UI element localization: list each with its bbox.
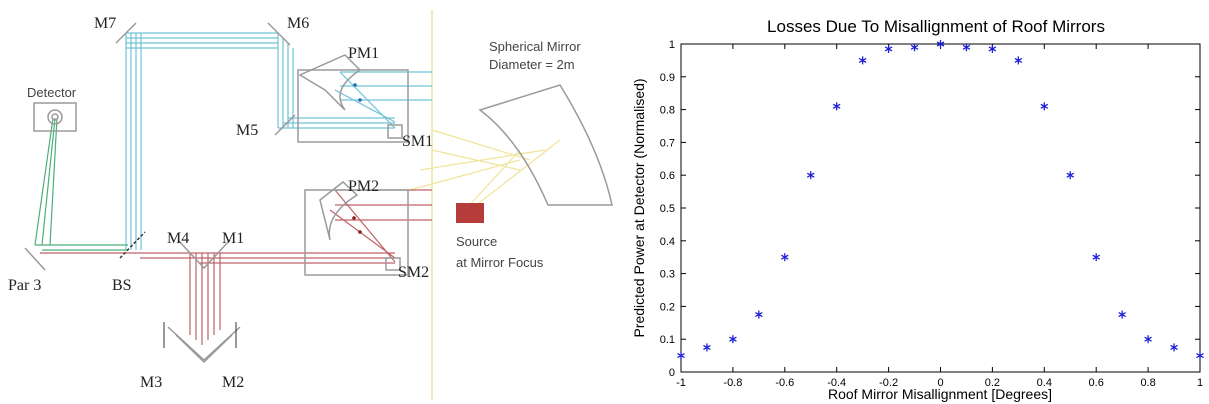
- y-tick-label: 0.4: [660, 236, 675, 248]
- y-axis-label: Predicted Power at Detector (Normalised): [631, 78, 647, 337]
- label-sm2: SM2: [398, 264, 429, 281]
- optical-setup-diagram: M7 M6 PM1 M5 SM1 PM2 SM2 M4 M1 M3 M2 Par…: [8, 10, 613, 400]
- alignment-arrows: [163, 322, 237, 348]
- data-point: [962, 43, 971, 52]
- label-source-line1: Source: [456, 234, 497, 249]
- data-point: [780, 253, 789, 262]
- data-points: [677, 40, 1204, 360]
- data-point: [703, 343, 711, 352]
- detector-lens: [47, 109, 63, 125]
- data-point: [884, 44, 893, 53]
- green-beams: [34, 117, 128, 251]
- y-tick-label: 0.1: [660, 334, 675, 346]
- data-point: [832, 102, 841, 111]
- data-point: [936, 40, 945, 48]
- red-beams: [40, 189, 432, 345]
- chart-title: Losses Due To Misallignment of Roof Mirr…: [767, 17, 1105, 36]
- y-tick-label: 1: [669, 39, 675, 51]
- mirror-m7: [115, 22, 137, 44]
- mirror-m3-m2-inner: [175, 334, 233, 364]
- label-bs: BS: [112, 277, 132, 294]
- data-point: [1144, 335, 1152, 344]
- y-tick-label: 0.7: [660, 137, 675, 149]
- mirror-m5: [274, 114, 296, 136]
- data-point: [1118, 310, 1126, 319]
- label-pm2: PM2: [348, 178, 379, 195]
- data-point: [1040, 102, 1049, 111]
- x-tick-label: 0.6: [1089, 377, 1104, 389]
- plot-frame: [680, 43, 1201, 373]
- focus-dots: [352, 83, 362, 234]
- detector-core: [51, 113, 59, 121]
- beamsplitter: [119, 231, 146, 259]
- x-tick-label: -1: [676, 377, 686, 389]
- y-tick-label: 0.5: [660, 203, 675, 215]
- label-m5: M5: [236, 122, 258, 139]
- label-sm1: SM1: [402, 133, 433, 150]
- x-tick-label: -0.8: [723, 377, 742, 389]
- mirror-pm2: [319, 181, 359, 241]
- y-tick-label: 0.9: [660, 72, 675, 84]
- x-tick-label: 0.2: [985, 377, 1000, 389]
- x-tick-label: 1: [1197, 377, 1203, 389]
- x-tick-label: -0.2: [879, 377, 898, 389]
- x-axis-label: Roof Mirror Misallignment [Degrees]: [828, 386, 1052, 402]
- misalignment-chart: Losses Due To Misallignment of Roof Mirr…: [631, 17, 1204, 402]
- source-block: [456, 203, 484, 223]
- data-point: [858, 56, 867, 65]
- label-m3: M3: [140, 374, 162, 391]
- mirror-par3: [24, 247, 46, 271]
- pm2-bay: [304, 189, 409, 276]
- x-tick-label: -0.4: [827, 377, 846, 389]
- y-tick-label: 0: [669, 367, 675, 379]
- mirror-m4-m1-roof: [177, 239, 231, 270]
- data-point: [1196, 351, 1204, 360]
- mirror-m6: [267, 22, 291, 46]
- label-spherical-line2: Diameter = 2m: [489, 57, 575, 72]
- mirror-pm1: [298, 54, 362, 111]
- y-tick-label: 0.2: [660, 301, 675, 313]
- data-point: [988, 44, 997, 53]
- x-tick-label: -0.6: [775, 377, 794, 389]
- data-point: [1092, 253, 1101, 262]
- data-point: [729, 335, 737, 344]
- label-spherical-line1: Spherical Mirror: [489, 39, 581, 54]
- label-m6: M6: [287, 15, 309, 32]
- data-point: [806, 171, 815, 180]
- label-m7: M7: [94, 15, 116, 32]
- data-point: [1066, 171, 1075, 180]
- mirror-sm2: [385, 257, 401, 271]
- x-tick-label: 0: [937, 377, 943, 389]
- data-point: [677, 351, 685, 360]
- label-m4: M4: [167, 230, 189, 247]
- label-source-line2: at Mirror Focus: [456, 255, 544, 270]
- detector-box: [33, 102, 77, 132]
- x-tick-label: 0.8: [1140, 377, 1155, 389]
- label-par3: Par 3: [8, 277, 41, 294]
- label-m1: M1: [222, 230, 244, 247]
- mirror-m3-m2-roof: [167, 326, 241, 362]
- x-axis-ticks: -1 -0.8 -0.6 -0.4 -0.2 0 0.2 0.4 0.6 0.8 1: [676, 44, 1203, 389]
- y-tick-label: 0.8: [660, 105, 675, 117]
- data-point: [755, 310, 763, 319]
- y-axis-ticks: 0 0.1 0.2 0.3 0.4 0.5 0.6 0.7 0.8 0.9 1: [660, 39, 1200, 379]
- mirror-sm1: [387, 124, 403, 139]
- label-m2: M2: [222, 374, 244, 391]
- y-tick-label: 0.3: [660, 269, 675, 281]
- pm1-bay: [297, 69, 409, 143]
- y-tick-label: 0.6: [660, 170, 675, 182]
- spherical-mirror: [478, 84, 613, 206]
- x-tick-label: 0.4: [1037, 377, 1052, 389]
- data-point: [910, 43, 919, 52]
- blue-beams: [125, 32, 432, 250]
- data-point: [1014, 56, 1023, 65]
- label-pm1: PM1: [348, 45, 379, 62]
- yellow-rays: [409, 129, 561, 211]
- data-point: [1170, 343, 1178, 352]
- label-detector: Detector: [27, 85, 77, 100]
